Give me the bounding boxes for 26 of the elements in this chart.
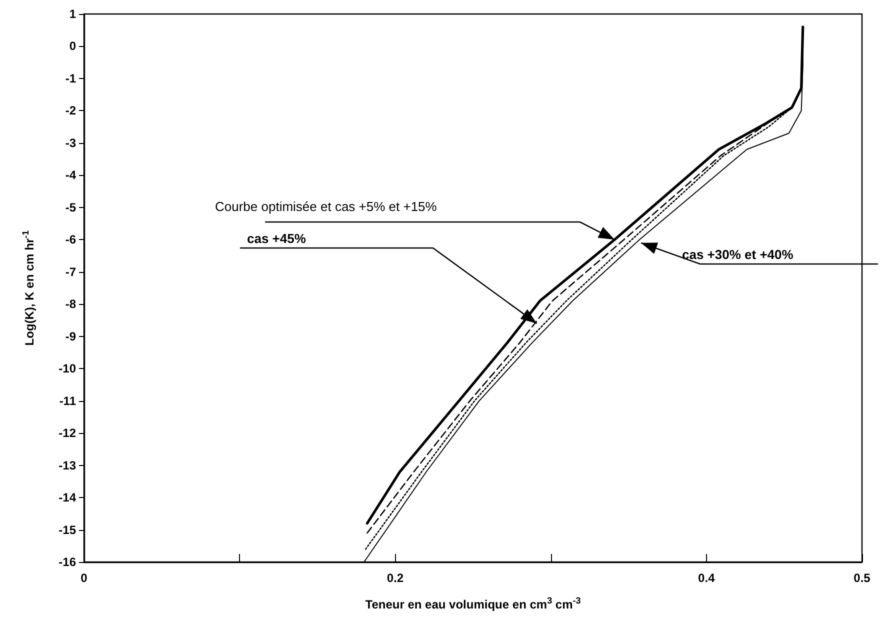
y-tick-label: -4 <box>65 168 76 182</box>
y-tick-label: -11 <box>59 394 76 408</box>
y-tick-label: -7 <box>65 264 76 279</box>
x-tick-label: 0.5 <box>854 571 871 585</box>
y-tick-label: -12 <box>58 426 76 440</box>
annotation: cas +45% <box>247 231 306 246</box>
y-tick-label: -16 <box>58 555 76 569</box>
y-tick-label: -15 <box>58 522 76 537</box>
y-tick-label: -8 <box>65 297 76 312</box>
y-tick-label: -6 <box>65 232 76 247</box>
y-tick-label: -5 <box>65 200 76 214</box>
y-tick-label: -9 <box>65 329 76 344</box>
y-tick-label: -13 <box>58 458 76 472</box>
y-tick-label: -2 <box>65 104 76 118</box>
y-tick-label: 1 <box>69 7 76 21</box>
x-tick-label: 0 <box>80 571 88 585</box>
y-tick-label: -1 <box>65 71 76 86</box>
y-tick-label: -14 <box>58 490 76 505</box>
annotation: cas +30% et +40% <box>682 247 794 262</box>
y-tick-label: -10 <box>58 362 76 376</box>
x-tick-label: 0.4 <box>698 571 716 585</box>
annotation: Courbe optimisée et cas +5% et +15% <box>215 199 438 214</box>
y-axis-title: Log(K), K en cm hr-1 <box>20 230 36 346</box>
y-tick-label: 0 <box>69 39 76 54</box>
y-tick-label: -3 <box>65 136 76 150</box>
x-tick-label: 0.2 <box>386 571 404 585</box>
